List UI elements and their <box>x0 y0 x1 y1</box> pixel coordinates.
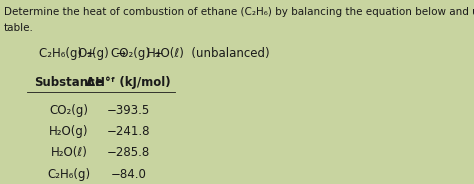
Text: CO₂(g): CO₂(g) <box>50 104 89 117</box>
Text: C₂H₆(g): C₂H₆(g) <box>47 167 91 181</box>
Text: −285.8: −285.8 <box>107 146 150 159</box>
Text: Substance: Substance <box>35 76 104 89</box>
Text: H₂O(ℓ): H₂O(ℓ) <box>51 146 88 159</box>
Text: H₂O(ℓ)  (unbalanced): H₂O(ℓ) (unbalanced) <box>147 47 270 60</box>
Text: −241.8: −241.8 <box>107 125 150 138</box>
Text: O₂(g)  →: O₂(g) → <box>78 47 126 60</box>
Text: −84.0: −84.0 <box>110 167 146 181</box>
Text: table.: table. <box>3 23 33 33</box>
Text: C₂H₆(g) +: C₂H₆(g) + <box>39 47 96 60</box>
Text: Determine the heat of combustion of ethane (C₂H₆) by balancing the equation belo: Determine the heat of combustion of etha… <box>3 7 474 17</box>
Text: CO₂(g) +: CO₂(g) + <box>111 47 164 60</box>
Text: ΔH°ᶠ (kJ/mol): ΔH°ᶠ (kJ/mol) <box>86 76 171 89</box>
Text: −393.5: −393.5 <box>107 104 150 117</box>
Text: H₂O(g): H₂O(g) <box>49 125 89 138</box>
